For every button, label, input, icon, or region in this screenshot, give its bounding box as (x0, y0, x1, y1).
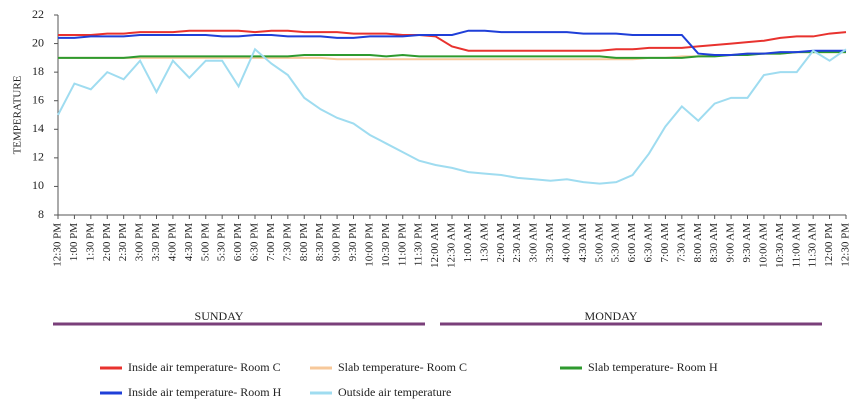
x-tick-label: 6:00 AM (626, 223, 638, 263)
x-tick-label: 7:00 AM (659, 223, 671, 263)
legend-label: Inside air temperature- Room C (128, 360, 281, 374)
x-tick-label: 12:30 AM (446, 223, 458, 268)
x-tick-label: 8:30 AM (708, 223, 720, 263)
x-tick-label: 4:30 PM (183, 223, 195, 261)
legend-label: Slab temperature- Room C (338, 360, 467, 374)
x-tick-label: 6:30 PM (249, 223, 261, 261)
x-tick-label: 9:30 AM (741, 223, 753, 263)
x-tick-label: 5:30 AM (610, 223, 622, 263)
y-tick-label: 10 (32, 178, 44, 192)
x-tick-label: 10:30 AM (774, 223, 786, 268)
x-tick-label: 6:30 AM (643, 223, 655, 263)
x-tick-label: 3:30 AM (544, 223, 556, 263)
x-tick-label: 2:30 AM (511, 223, 523, 263)
x-tick-label: 10:00 AM (757, 223, 769, 268)
x-tick-label: 1:30 AM (478, 223, 490, 263)
x-tick-label: 5:30 PM (216, 223, 228, 261)
x-tick-label: 2:00 PM (101, 223, 113, 261)
x-tick-label: 7:00 PM (265, 223, 277, 261)
x-tick-label: 8:00 AM (692, 223, 704, 263)
x-tick-label: 3:00 AM (528, 223, 540, 263)
x-tick-label: 10:00 PM (363, 223, 375, 267)
x-tick-label: 11:30 AM (807, 223, 819, 268)
x-tick-label: 11:00 PM (396, 223, 408, 267)
x-tick-label: 2:00 AM (495, 223, 507, 263)
x-tick-label: 3:00 PM (134, 223, 146, 261)
series-line (58, 29, 847, 52)
x-tick-label: 12:00 AM (429, 223, 441, 268)
series-line (57, 47, 847, 185)
x-tick-label: 2:30 PM (117, 223, 129, 261)
y-tick-label: 22 (32, 7, 44, 21)
x-tick-label: 3:30 PM (150, 223, 162, 261)
y-tick-label: 12 (32, 150, 44, 164)
x-tick-label: 6:00 PM (232, 223, 244, 261)
day-label: SUNDAY (195, 309, 244, 323)
x-tick-label: 4:00 PM (166, 223, 178, 261)
legend-label: Slab temperature- Room H (588, 360, 718, 374)
x-tick-label: 7:30 PM (281, 223, 293, 261)
x-tick-label: 1:00 PM (68, 223, 80, 261)
x-tick-label: 8:00 PM (298, 223, 310, 261)
x-tick-label: 1:00 AM (462, 223, 474, 263)
x-tick-label: 11:30 PM (413, 223, 425, 267)
y-tick-label: 8 (38, 207, 44, 221)
x-tick-label: 9:00 AM (725, 223, 737, 263)
series-line (58, 29, 846, 56)
x-tick-label: 12:00 PM (823, 223, 835, 267)
x-tick-label: 5:00 AM (593, 223, 605, 263)
day-label: MONDAY (585, 309, 638, 323)
x-tick-label: 9:30 PM (347, 223, 359, 261)
x-tick-label: 12:30 PM (52, 223, 64, 267)
x-tick-label: 7:30 AM (675, 223, 687, 263)
y-tick-label: 18 (32, 64, 44, 78)
x-tick-label: 10:30 PM (380, 223, 392, 267)
x-tick-label: 4:30 AM (577, 223, 589, 263)
x-tick-label: 11:00 AM (790, 223, 802, 268)
y-axis-label: TEMPERATURE (12, 75, 24, 154)
x-tick-label: 5:00 PM (199, 223, 211, 261)
y-tick-label: 16 (32, 92, 44, 106)
legend-label: Outside air temperature (338, 385, 451, 399)
series-line (58, 51, 846, 59)
y-tick-label: 14 (32, 121, 44, 135)
x-tick-label: 9:00 PM (331, 223, 343, 261)
x-tick-label: 12:30 PM (840, 223, 852, 267)
x-tick-label: 8:30 PM (314, 223, 326, 261)
x-tick-label: 4:00 AM (560, 223, 572, 263)
legend-label: Inside air temperature- Room H (128, 385, 282, 399)
y-tick-label: 20 (32, 35, 44, 49)
x-tick-label: 1:30 PM (84, 223, 96, 261)
